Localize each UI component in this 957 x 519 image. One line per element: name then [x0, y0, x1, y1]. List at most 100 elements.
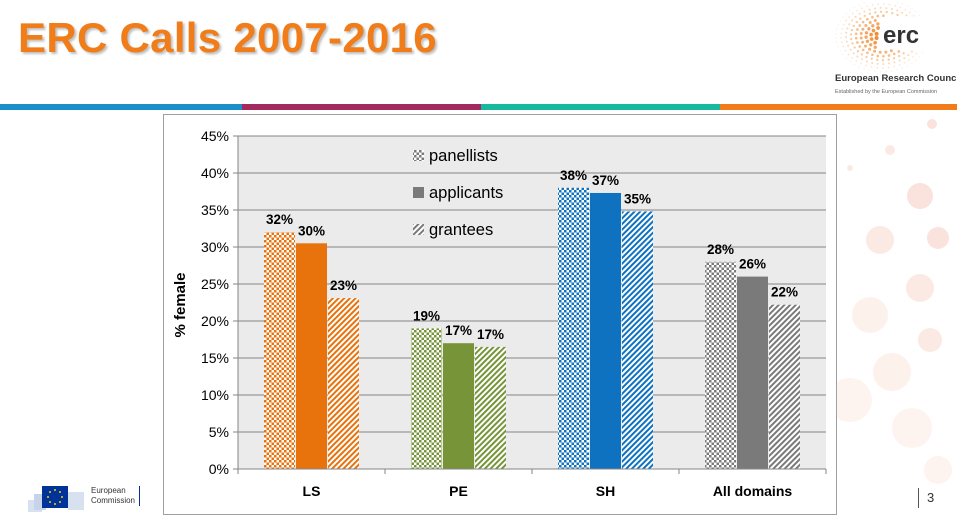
erc-logo-dot — [915, 52, 918, 55]
data-label: 38% — [560, 168, 587, 183]
erc-logo-dot — [885, 7, 888, 10]
erc-logo-dot — [879, 10, 883, 13]
erc-logo-dot — [839, 50, 841, 52]
erc-logo-dot — [907, 54, 910, 57]
erc-logo-dot — [868, 21, 872, 24]
erc-logo-dot — [896, 69, 898, 71]
erc-logo-dot — [849, 61, 851, 63]
bar-applicants-LS — [296, 243, 327, 469]
erc-logo-dot — [852, 24, 855, 28]
erc-logo-dot — [845, 57, 847, 60]
erc-logo-dot — [865, 60, 868, 63]
erc-logo-dot — [891, 70, 893, 72]
erc-logo-dot — [882, 54, 885, 58]
erc-logo-dot — [901, 67, 904, 69]
x-tick-label: PE — [449, 483, 468, 499]
data-label: 23% — [330, 278, 357, 293]
erc-logo-dot — [841, 28, 843, 30]
erc-logo-dot — [906, 5, 909, 7]
erc-logo-dot — [898, 54, 901, 58]
erc-logo-dot — [868, 47, 872, 51]
erc-logo-dots — [835, 2, 924, 73]
erc-logo-dot — [918, 14, 921, 16]
background-decoration — [828, 119, 952, 484]
erc-logo: erc — [835, 2, 924, 73]
data-label: 28% — [707, 242, 734, 257]
erc-logo-dot — [902, 52, 905, 55]
erc-logo-dot — [871, 62, 874, 64]
y-tick-label: 35% — [201, 202, 229, 218]
erc-logo-dot — [918, 56, 921, 58]
erc-logo-dot — [874, 11, 877, 14]
erc-logo-dot — [874, 31, 879, 36]
erc-logo-dot — [856, 50, 860, 53]
erc-logo-dot — [861, 48, 865, 52]
erc-logo-dot — [871, 24, 875, 28]
erc-logo-text: erc — [883, 22, 919, 49]
erc-logo-dot — [859, 36, 863, 40]
erc-logo-dot — [887, 66, 890, 69]
ec-name-line1: European — [91, 486, 126, 495]
y-tick-label: 25% — [201, 276, 229, 292]
erc-logo-dot — [893, 61, 896, 64]
erc-logo-dot — [851, 19, 854, 22]
color-stripe-purple — [242, 104, 481, 110]
bar-panellists-All — [705, 261, 736, 469]
erc-logo-dot — [890, 8, 893, 10]
erc-logo-dot — [839, 20, 841, 22]
erc-logo-dot — [853, 6, 855, 8]
erc-logo-dot — [882, 67, 884, 69]
legend-swatch-applicants — [413, 187, 424, 198]
erc-logo-dot — [885, 71, 887, 73]
erc-logo-dot — [882, 63, 885, 66]
y-tick-label: 0% — [209, 461, 229, 477]
erc-logo-dot — [866, 51, 869, 55]
bar-applicants-PE — [443, 343, 474, 469]
erc-logo-dot — [856, 55, 859, 58]
erc-logo-dot — [884, 50, 888, 54]
erc-logo-dot — [835, 33, 837, 35]
erc-logo-dot — [855, 60, 858, 62]
erc-logo-dot — [854, 32, 858, 36]
erc-logo-dot — [896, 9, 899, 12]
erc-logo-dot — [861, 27, 865, 31]
erc-logo-dot — [896, 13, 899, 17]
erc-logo-dot — [849, 9, 851, 11]
erc-logo-dot — [869, 37, 874, 41]
erc-logo-dot — [852, 52, 855, 55]
erc-logo-dot — [870, 57, 873, 60]
erc-logo-dot — [911, 62, 913, 64]
bar-grantees-LS — [328, 298, 359, 469]
erc-logo-dot — [858, 12, 861, 15]
page-number: 3 — [927, 490, 935, 505]
erc-logo-dot — [871, 4, 874, 6]
data-label: 17% — [477, 327, 504, 342]
erc-logo-dot — [889, 49, 893, 53]
erc-logo-dot — [858, 66, 860, 68]
erc-logo-dot — [840, 32, 842, 35]
legend-label-panellists: panellists — [429, 147, 498, 165]
y-tick-label: 40% — [201, 165, 229, 181]
color-stripe-teal — [481, 104, 720, 110]
erc-logo-dot — [878, 50, 882, 54]
erc-logo-dot — [856, 28, 859, 31]
x-tick-label: SH — [596, 483, 615, 499]
erc-logo-dot — [888, 3, 891, 6]
erc-logo-dot — [848, 23, 851, 26]
erc-logo-dot — [860, 62, 862, 65]
european-commission-logo — [28, 486, 84, 512]
erc-logo-dot — [898, 64, 901, 66]
bar-grantees-PE — [475, 346, 506, 469]
erc-logo-dot — [876, 62, 879, 65]
erc-logo-dot — [885, 10, 888, 14]
erc-logo-dot — [877, 3, 880, 6]
erc-logo-dot — [904, 8, 907, 11]
erc-logo-dot — [861, 7, 863, 9]
erc-logo-dot — [893, 65, 896, 68]
legend-label-grantees: grantees — [429, 221, 493, 239]
erc-logo-dot — [850, 37, 853, 41]
erc-logo-dot — [836, 41, 838, 44]
erc-logo-dot — [867, 27, 871, 31]
erc-logo-dot — [903, 57, 906, 60]
erc-logo-dot — [842, 45, 845, 48]
